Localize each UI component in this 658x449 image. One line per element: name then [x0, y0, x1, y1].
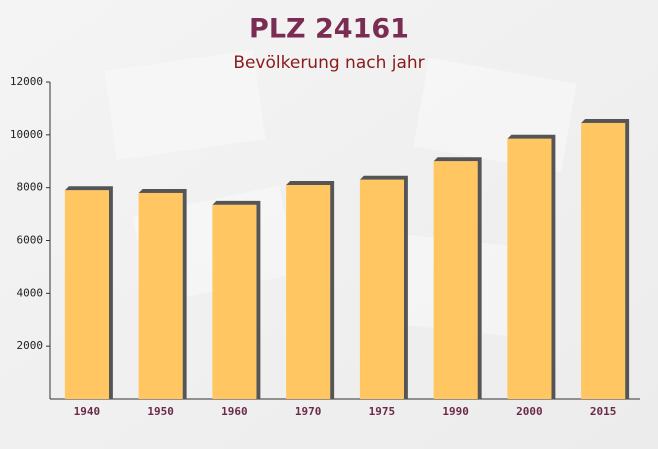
- x-tick-label: 2015: [590, 405, 617, 418]
- bar: [581, 122, 626, 399]
- y-tick-label: 8000: [17, 181, 44, 194]
- y-tick-label: 4000: [17, 286, 44, 299]
- y-tick-label: 6000: [17, 234, 44, 247]
- bar: [286, 185, 331, 399]
- chart-title: PLZ 24161: [249, 14, 409, 45]
- x-tick-label: 1940: [74, 405, 101, 418]
- x-tick-label: 1950: [147, 405, 174, 418]
- bar: [433, 161, 478, 399]
- y-tick-label: 12000: [10, 75, 43, 88]
- bar: [507, 138, 552, 399]
- bar: [64, 190, 109, 399]
- bar: [138, 192, 183, 399]
- x-tick-label: 1970: [295, 405, 322, 418]
- bar: [359, 179, 404, 399]
- x-tick-label: 1975: [369, 405, 396, 418]
- y-tick-label: 10000: [10, 128, 43, 141]
- x-tick-label: 1960: [221, 405, 248, 418]
- y-tick-label: 2000: [17, 339, 44, 352]
- bar: [212, 204, 257, 399]
- chart-subtitle: Bevölkerung nach jahr: [233, 53, 424, 73]
- x-tick-label: 2000: [516, 405, 543, 418]
- x-tick-label: 1990: [442, 405, 469, 418]
